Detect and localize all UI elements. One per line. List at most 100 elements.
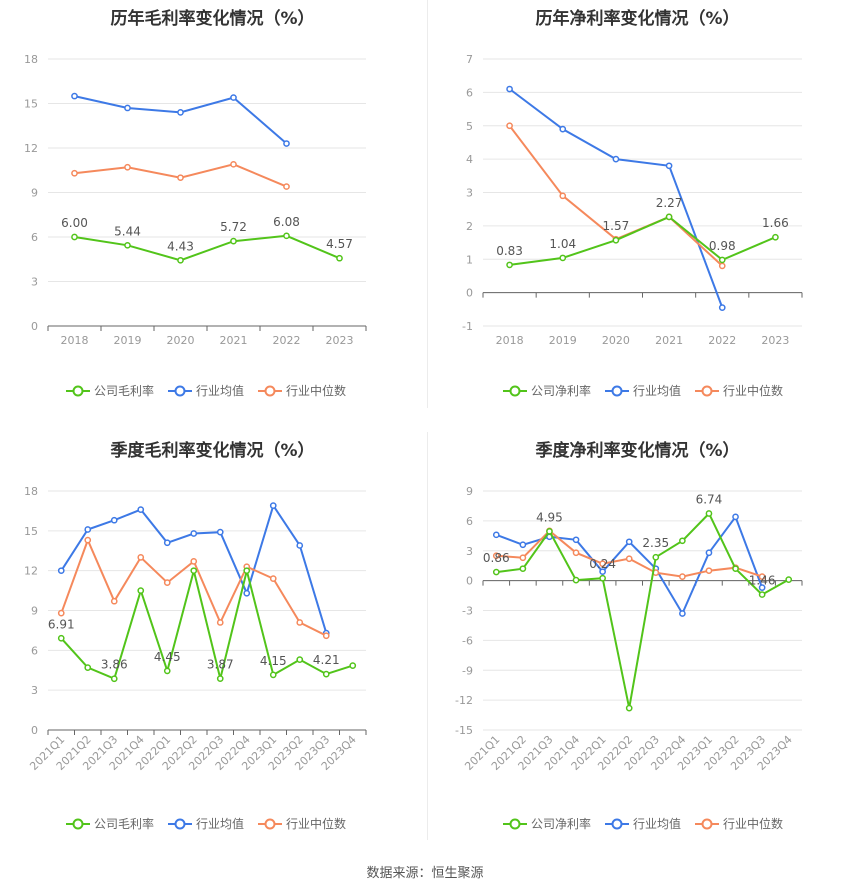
data-label: 6.91 — [48, 617, 75, 631]
data-point — [230, 160, 237, 168]
y-tick-label: 6 — [31, 644, 38, 657]
data-point — [599, 568, 606, 576]
y-tick-label: 7 — [466, 53, 473, 66]
series-line — [496, 511, 790, 709]
data-label: 1.04 — [549, 237, 576, 251]
legend-marker-icon — [66, 385, 90, 396]
x-tick-label: 2020 — [167, 334, 195, 347]
data-point — [243, 567, 251, 575]
data-point — [71, 233, 78, 241]
data-point — [572, 576, 580, 584]
data-label: 2.27 — [656, 196, 683, 210]
legend-item[interactable]: 公司毛利率 — [66, 815, 154, 832]
x-tick-label: 2018 — [61, 334, 89, 347]
legend-item[interactable]: 公司毛利率 — [66, 382, 154, 399]
legend-marker-icon — [503, 818, 527, 829]
chart-legend: 公司毛利率 行业均值 行业中位数 — [66, 382, 360, 399]
data-point — [57, 567, 65, 575]
data-point — [322, 670, 330, 678]
data-point — [519, 554, 527, 562]
legend-item[interactable]: 行业均值 — [168, 382, 244, 399]
y-tick-label: 3 — [466, 545, 473, 558]
y-tick-label: -12 — [455, 694, 473, 707]
legend-item[interactable]: 行业均值 — [605, 815, 681, 832]
data-label: 4.45 — [154, 650, 181, 664]
chart-legend: 公司毛利率 行业均值 行业中位数 — [66, 815, 360, 832]
series-line — [509, 215, 776, 266]
chart-panel-quarter-net: 季度净利率变化情况（%） -15 -12 -9 -6 -3 0 3 6 9 2021Q1 2021Q… — [425, 432, 850, 862]
data-label: 4.95 — [536, 510, 563, 524]
legend-label: 公司净利率 — [531, 817, 592, 831]
data-label: 5.72 — [220, 220, 247, 234]
data-point — [559, 192, 567, 200]
y-tick-label: 1 — [466, 253, 473, 266]
data-point — [732, 513, 739, 521]
chart-panel-annual-gross: 历年毛利率变化情况（%） 0 3 6 9 12 15 18 2018 2019 2020 2021 2… — [0, 0, 425, 430]
data-label: 1.46 — [749, 574, 776, 588]
data-point — [230, 94, 237, 101]
y-tick-label: 0 — [31, 724, 38, 737]
data-point — [732, 565, 739, 573]
data-label: 2.35 — [642, 536, 669, 550]
y-tick-label: 4 — [466, 153, 473, 166]
data-point — [572, 536, 580, 544]
y-tick-label: 6 — [466, 86, 473, 99]
legend-item[interactable]: 公司净利率 — [503, 382, 591, 399]
y-tick-label: 3 — [31, 276, 38, 289]
data-point — [124, 104, 131, 112]
data-point — [506, 122, 513, 130]
data-point — [137, 554, 145, 561]
y-tick-label: -1 — [462, 320, 473, 333]
data-point — [506, 85, 513, 93]
y-tick-label: -3 — [462, 605, 473, 618]
legend-label: 行业均值 — [633, 384, 682, 398]
data-label: 6.74 — [696, 493, 723, 507]
legend-item[interactable]: 行业中位数 — [258, 382, 346, 399]
data-point — [349, 662, 357, 669]
chart-legend: 公司净利率 行业均值 行业中位数 — [503, 382, 797, 399]
data-point — [137, 587, 145, 594]
y-tick-label: 3 — [31, 684, 38, 697]
data-point — [190, 530, 198, 537]
legend-marker-icon — [258, 818, 283, 829]
legend-marker-icon — [168, 385, 193, 396]
data-label: 0.83 — [496, 244, 523, 258]
chart-title: 季度毛利率变化情况（%） — [110, 441, 315, 461]
data-point — [625, 555, 633, 563]
data-point — [519, 541, 527, 549]
data-point — [599, 574, 606, 582]
data-point — [758, 573, 766, 580]
y-tick-label: 6 — [31, 231, 38, 244]
legend-item[interactable]: 行业均值 — [168, 815, 244, 832]
data-point — [283, 232, 290, 240]
y-tick-label: -6 — [462, 634, 473, 647]
data-label: 0.24 — [589, 557, 616, 571]
y-tick-label: 15 — [24, 98, 38, 111]
data-point — [163, 539, 171, 547]
chart-plot: 03691215182021Q12021Q22021Q32021Q42022Q1… — [24, 485, 367, 773]
data-label: 4.21 — [313, 653, 340, 667]
legend-item[interactable]: 行业中位数 — [695, 382, 783, 399]
legend-item[interactable]: 公司净利率 — [503, 815, 591, 832]
series-line — [495, 514, 764, 616]
x-tick-label: 2023 — [326, 334, 354, 347]
legend-label: 公司毛利率 — [94, 384, 155, 398]
data-point — [559, 125, 567, 133]
data-point — [71, 92, 78, 100]
data-label: 4.57 — [326, 237, 353, 251]
y-tick-label: 9 — [31, 187, 38, 200]
data-point — [124, 163, 131, 171]
legend-item[interactable]: 行业均值 — [605, 382, 681, 399]
legend-item[interactable]: 行业中位数 — [695, 815, 783, 832]
data-point — [57, 634, 65, 642]
x-tick-label: 2019 — [114, 334, 142, 347]
chart-legend: 公司净利率 行业均值 行业中位数 — [503, 815, 797, 832]
legend-item[interactable]: 行业中位数 — [258, 815, 346, 832]
data-point — [177, 174, 184, 182]
x-tick-label: 2022 — [708, 334, 736, 347]
series-line — [60, 570, 354, 681]
y-tick-label: 9 — [31, 605, 38, 618]
data-point — [492, 568, 500, 576]
x-tick-label: 2019 — [549, 334, 577, 347]
series-line — [496, 529, 763, 578]
